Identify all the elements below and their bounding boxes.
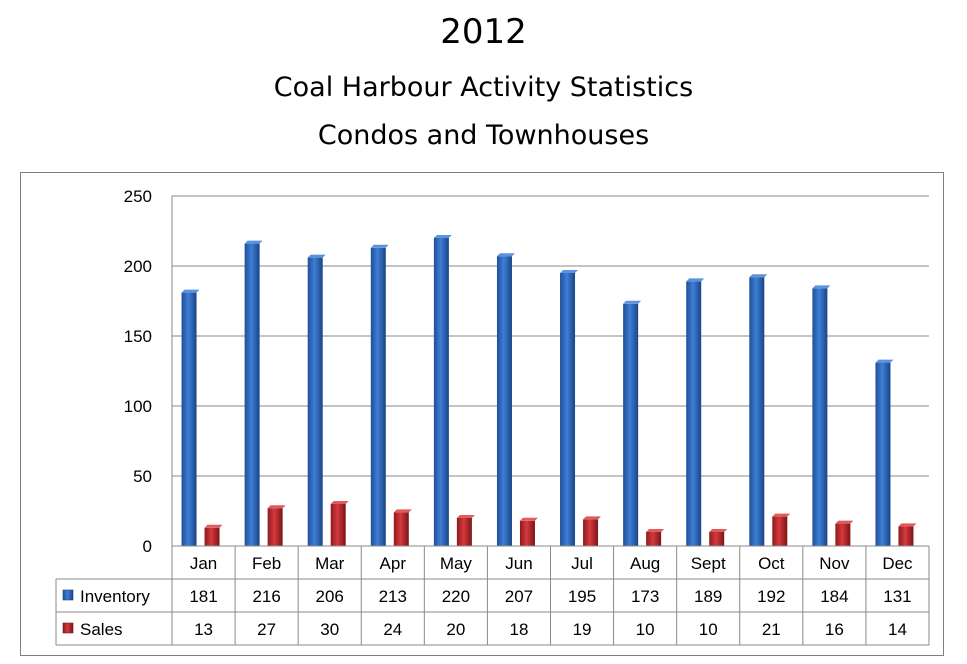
table-cell-sales: 24 xyxy=(383,620,402,639)
bar-inventory-top xyxy=(623,300,642,304)
table-cell-sales: 16 xyxy=(825,620,844,639)
bar-inventory xyxy=(623,303,639,546)
x-category-label: May xyxy=(440,554,473,573)
x-category-label: Sept xyxy=(691,554,726,573)
bar-sales xyxy=(898,526,914,546)
table-cell-inventory: 181 xyxy=(189,587,217,606)
table-cell-inventory: 184 xyxy=(820,587,848,606)
bar-inventory-top xyxy=(181,289,200,293)
bar-sales-top xyxy=(583,516,602,520)
legend-key-sales xyxy=(62,622,74,634)
bar-inventory-top xyxy=(560,270,579,273)
bar-sales xyxy=(456,518,472,546)
table-cell-sales: 30 xyxy=(320,620,339,639)
bar-sales-top xyxy=(204,524,223,528)
x-category-label: Jan xyxy=(190,554,217,573)
bar-sales xyxy=(519,520,535,546)
chart-subtitle-1: Coal Harbour Activity Statistics xyxy=(273,72,694,103)
chart-subtitle-2: Condos and Townhouses xyxy=(317,120,650,151)
y-tick-label: 150 xyxy=(124,327,152,346)
x-category-label: Apr xyxy=(380,554,407,573)
x-category-label: Nov xyxy=(819,554,850,573)
table-cell-inventory: 220 xyxy=(442,587,470,606)
bar-inventory-top xyxy=(496,253,515,257)
table-cell-inventory: 173 xyxy=(631,587,659,606)
table-cell-inventory: 207 xyxy=(505,587,533,606)
bar-sales xyxy=(393,512,409,546)
bar-inventory xyxy=(370,247,386,547)
bar-inventory-top xyxy=(370,244,389,248)
bar-sales-top xyxy=(267,505,286,509)
bar-sales xyxy=(772,516,788,546)
x-category-label: Jul xyxy=(571,554,593,573)
bar-sales xyxy=(204,527,220,546)
table-cell-sales: 20 xyxy=(446,620,465,639)
legend-key-inventory xyxy=(62,589,74,601)
table-cell-sales: 18 xyxy=(509,620,528,639)
x-category-label: Oct xyxy=(758,554,785,573)
bar-sales xyxy=(646,532,662,546)
table-cell-inventory: 195 xyxy=(568,587,596,606)
y-tick-label: 100 xyxy=(124,397,152,416)
bar-inventory-top xyxy=(875,359,894,363)
x-category-label: Dec xyxy=(882,554,913,573)
bar-inventory-top xyxy=(307,254,326,258)
bar-inventory-top xyxy=(749,274,768,278)
chart-title: 2012 xyxy=(440,12,527,52)
table-cell-sales: 13 xyxy=(194,620,213,639)
bar-sales-top xyxy=(330,501,349,504)
legend-label-sales: Sales xyxy=(80,620,123,639)
bar-inventory xyxy=(560,273,576,546)
bar-inventory xyxy=(181,292,197,546)
bar-sales-top xyxy=(646,529,665,532)
table-cell-sales: 10 xyxy=(636,620,655,639)
bar-sales xyxy=(709,532,725,546)
bar-sales xyxy=(267,508,283,546)
x-category-label: Feb xyxy=(252,554,281,573)
bar-inventory xyxy=(686,281,702,546)
bar-inventory-top xyxy=(244,240,263,244)
y-tick-label: 0 xyxy=(143,537,152,556)
bar-inventory-top xyxy=(812,285,831,289)
table-cell-inventory: 213 xyxy=(379,587,407,606)
bar-sales-top xyxy=(835,520,854,524)
table-cell-inventory: 131 xyxy=(883,587,911,606)
bar-inventory xyxy=(749,277,765,546)
bar-inventory-top xyxy=(686,278,705,282)
bar-sales xyxy=(583,519,599,546)
bar-sales xyxy=(835,523,851,546)
x-category-label: Aug xyxy=(630,554,660,573)
bar-sales xyxy=(330,504,346,546)
table-cell-sales: 21 xyxy=(762,620,781,639)
x-category-label: Jun xyxy=(505,554,532,573)
bar-sales-top xyxy=(898,523,917,527)
table-cell-sales: 19 xyxy=(573,620,592,639)
table-cell-inventory: 206 xyxy=(316,587,344,606)
legend-label-inventory: Inventory xyxy=(80,587,150,606)
table-cell-sales: 14 xyxy=(888,620,907,639)
bar-sales-top xyxy=(456,515,475,518)
x-category-label: Mar xyxy=(315,554,345,573)
y-tick-label: 200 xyxy=(124,257,152,276)
bar-sales-top xyxy=(772,513,791,517)
table-cell-sales: 27 xyxy=(257,620,276,639)
bar-inventory xyxy=(244,243,260,546)
bar-inventory xyxy=(433,238,449,546)
y-tick-label: 50 xyxy=(133,467,152,486)
bar-sales-top xyxy=(393,509,412,513)
bar-inventory xyxy=(875,362,891,546)
bar-inventory xyxy=(307,257,323,546)
table-cell-inventory: 216 xyxy=(252,587,280,606)
bar-inventory-top xyxy=(433,235,452,238)
bar-sales-top xyxy=(519,517,538,521)
bar-inventory xyxy=(812,288,828,546)
table-cell-inventory: 189 xyxy=(694,587,722,606)
y-tick-label: 250 xyxy=(124,187,152,206)
table-cell-sales: 10 xyxy=(699,620,718,639)
chart-frame xyxy=(20,172,944,656)
table-cell-inventory: 192 xyxy=(757,587,785,606)
bar-sales-top xyxy=(709,529,728,532)
bar-inventory xyxy=(496,256,512,546)
